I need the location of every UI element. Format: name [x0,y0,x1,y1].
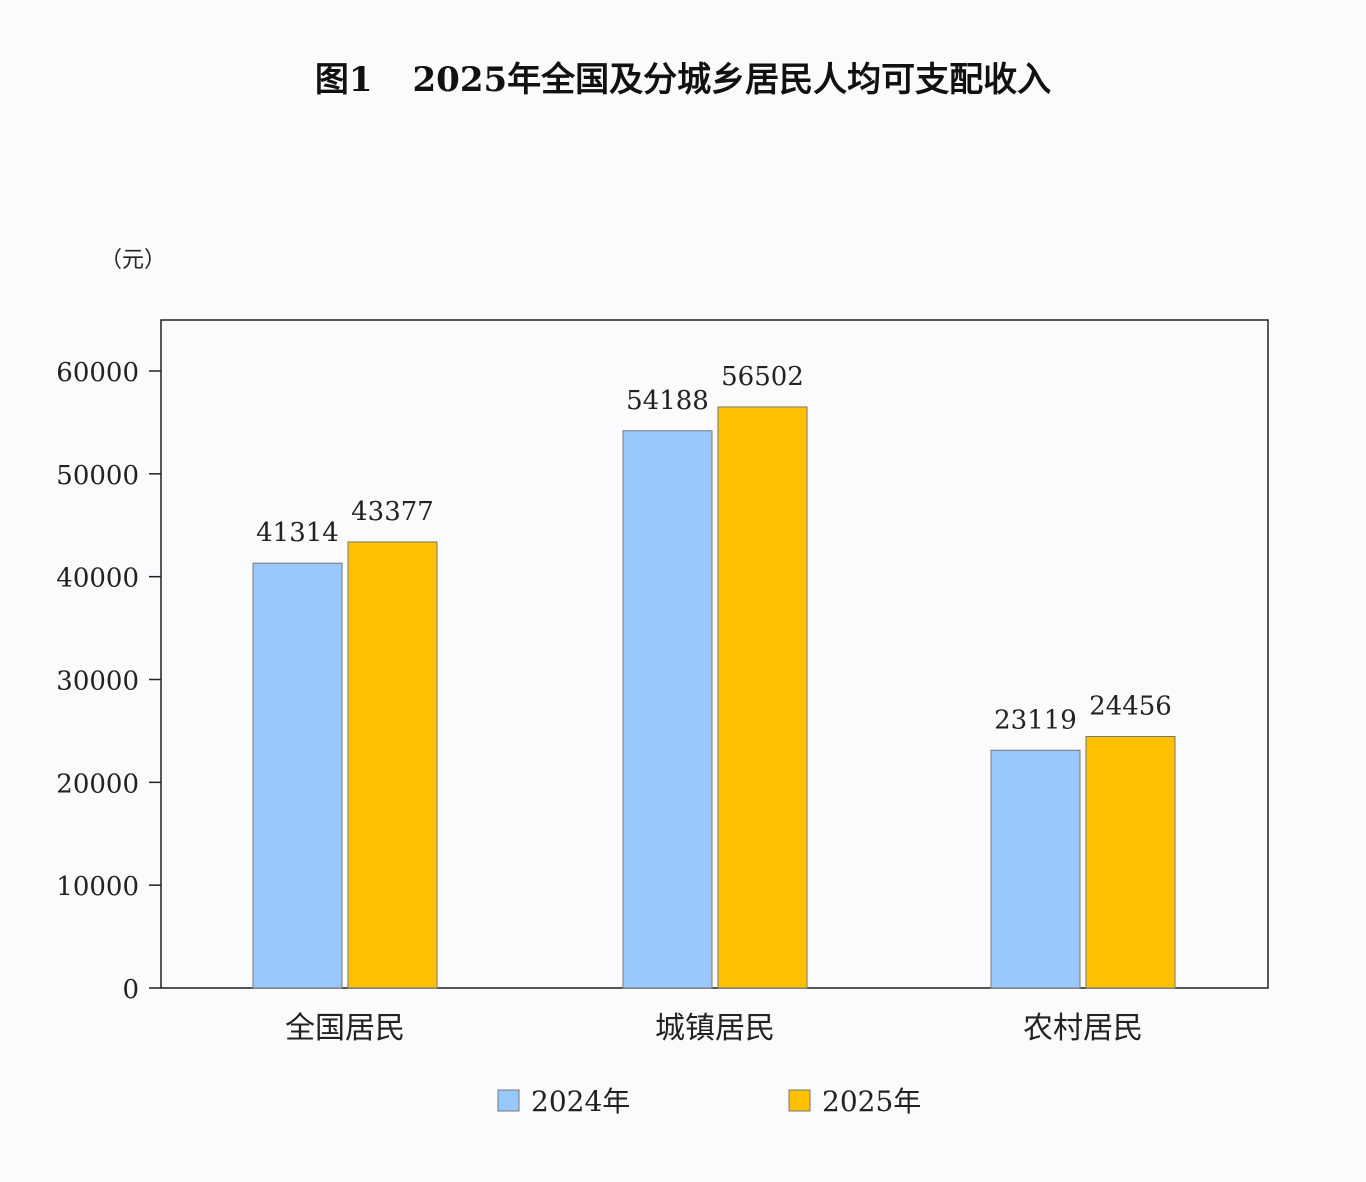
bar-2025年-城镇居民 [717,406,808,989]
y-tick-label: 10000 [56,872,139,902]
bar-2025年-全国居民 [347,541,438,989]
y-tick-label: 50000 [56,461,139,491]
x-tick-label: 城镇居民 [655,1011,775,1046]
bar-2024年-城镇居民 [622,430,713,989]
legend-label: 2025年 [822,1085,921,1118]
data-label: 54188 [626,386,709,416]
chart-title: 图1 2025年全国及分城乡居民人均可支配收入 [0,52,1366,101]
x-tick-label: 农村居民 [1023,1011,1143,1046]
data-label: 43377 [351,497,434,527]
y-tick-label: 60000 [56,358,139,388]
legend-swatch [497,1089,520,1112]
legend-swatch [788,1089,811,1112]
data-label: 56502 [721,362,804,392]
title-text: 2025年全国及分城乡居民人均可支配收入 [412,60,1052,100]
y-tick-label: 0 [122,975,139,1005]
bar-2024年-农村居民 [990,749,1081,989]
figure-number: 图1 [314,60,373,100]
y-axis-unit: （元） [100,248,167,273]
bar-2025年-农村居民 [1085,736,1176,989]
plot-area-frame [160,319,1269,989]
legend-label: 2024年 [531,1085,630,1118]
y-tick-label: 30000 [56,667,139,697]
bar-2024年-全国居民 [252,562,343,989]
x-tick-label: 全国居民 [285,1011,405,1046]
y-tick-label: 20000 [56,769,139,799]
data-label: 23119 [994,705,1077,735]
y-tick-label: 40000 [56,564,139,594]
data-label: 24456 [1089,692,1172,722]
data-label: 41314 [256,518,339,548]
